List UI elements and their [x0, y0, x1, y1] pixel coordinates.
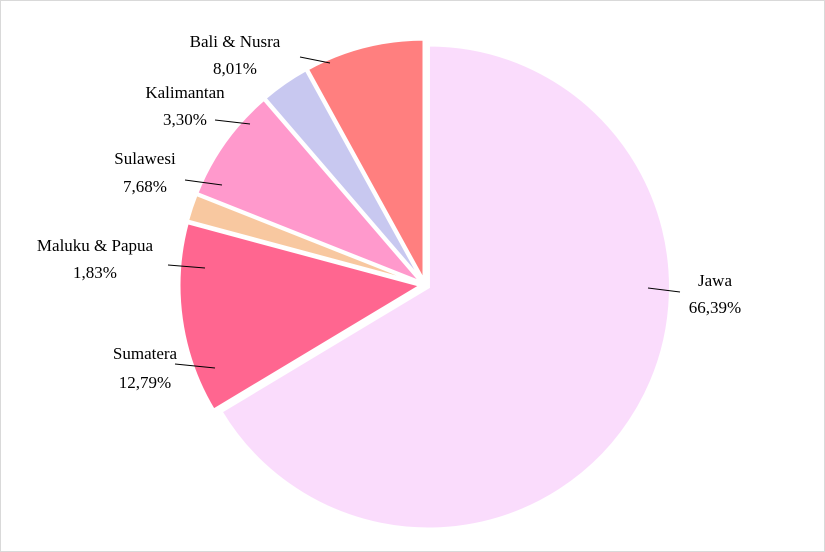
- slice-value-label: 66,39%: [689, 298, 741, 317]
- leader-line: [647, 287, 681, 293]
- slice-value-label: 1,83%: [73, 263, 117, 282]
- slice-label: Sumatera: [113, 344, 178, 363]
- pie-slice: [305, 37, 426, 282]
- leader-line: [174, 363, 216, 369]
- slice-value-label: 3,30%: [163, 110, 207, 129]
- slice-label: Bali & Nusra: [190, 32, 281, 51]
- leader-line: [167, 264, 206, 269]
- pie-slice: [218, 43, 672, 531]
- slice-value-label: 8,01%: [213, 59, 257, 78]
- slice-value-label: 7,68%: [123, 177, 167, 196]
- slice-label: Kalimantan: [145, 83, 225, 102]
- slice-value-label: 12,79%: [119, 373, 171, 392]
- pie-slice: [177, 220, 425, 413]
- leader-line: [184, 179, 223, 186]
- slice-label: Sulawesi: [114, 149, 176, 168]
- pie-slice: [194, 97, 423, 285]
- slice-label: Maluku & Papua: [37, 236, 154, 255]
- slice-label: Jawa: [698, 271, 732, 290]
- leader-line: [299, 56, 331, 64]
- leader-line: [214, 119, 251, 125]
